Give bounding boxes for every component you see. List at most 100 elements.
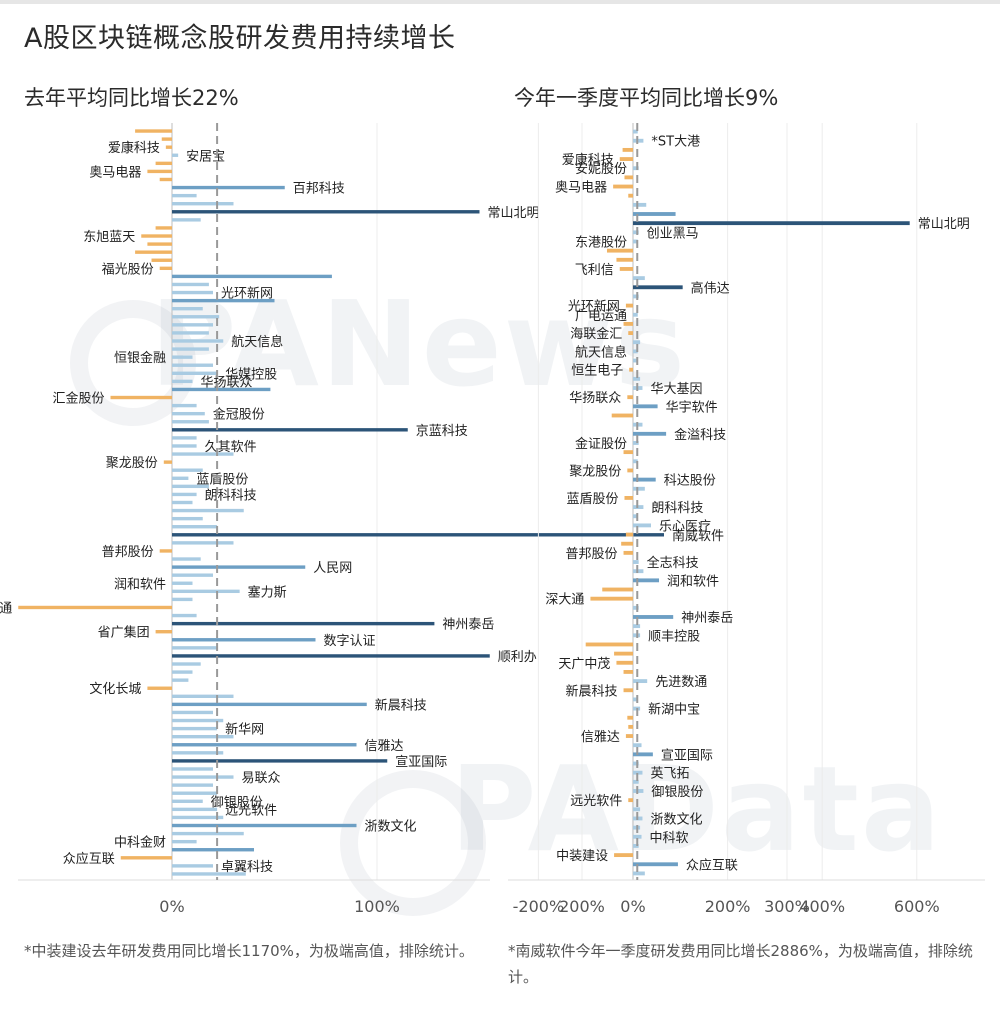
left-bar-67: [172, 670, 193, 674]
left-bar-69: [147, 686, 172, 690]
left-bar-55: [172, 573, 213, 577]
left-bar-86: [172, 823, 357, 828]
left-bar-71: [172, 702, 367, 707]
right-bar-24: [633, 349, 638, 354]
right-bar-label-24: 航天信息: [575, 344, 627, 360]
left-chart-footnote: *中装建设去年研发费用同比增长1170%，为极端高值，排除统计。: [24, 942, 474, 960]
right-bar-label-77: 中科软: [650, 831, 689, 846]
right-bar-37: [627, 468, 633, 473]
left-bar-82: [172, 791, 218, 795]
right-bar-38: [633, 477, 656, 482]
left-bar-84: [172, 807, 218, 812]
right-bar-label-15: 飞利信: [575, 263, 614, 278]
left-bar-label-56: 润和软件: [114, 577, 166, 592]
right-bar-label-37: 聚龙股份: [569, 464, 621, 479]
right-bar-7: [628, 193, 633, 198]
right-bar-12: [633, 239, 638, 244]
right-bar-label-61: 新晨科技: [566, 683, 618, 699]
left-bar-34: [172, 403, 197, 408]
left-bar-65: [172, 654, 490, 658]
left-bar-50: [172, 533, 664, 537]
left-bar-3: [172, 153, 179, 157]
left-bar-49: [172, 525, 218, 529]
right-bar-label-75: 浙数文化: [650, 812, 702, 827]
right-bar-4: [633, 166, 639, 171]
left-bar-label-41: 聚龙股份: [106, 456, 158, 471]
left-bar-48: [172, 516, 203, 521]
right-bar-14: [616, 257, 633, 262]
left-bar-62: [155, 630, 172, 634]
right-bar-29: [627, 395, 633, 400]
right-bar-label-4: 安妮股份: [575, 162, 627, 177]
left-bar-label-54: 人民网: [313, 561, 352, 576]
right-bar-label-1: *ST大港: [651, 135, 700, 150]
right-bar-51: [590, 596, 633, 601]
left-bar-81: [172, 783, 213, 787]
right-bar-label-20: 广电运通: [575, 309, 627, 324]
left-bar-28: [172, 355, 193, 359]
right-bar-50: [602, 587, 633, 592]
left-bar-label-69: 文化长城: [89, 682, 141, 697]
left-bar-label-78: 宣亚国际: [395, 754, 447, 770]
right-bar-label-55: 顺丰控股: [648, 629, 700, 644]
left-bar-78: [172, 759, 388, 763]
right-bar-21: [623, 321, 633, 326]
right-bar-33: [633, 431, 667, 436]
right-bar-label-33: 金溢科技: [674, 427, 726, 443]
left-bar-12: [155, 226, 172, 230]
right-bar-78: [633, 844, 639, 848]
right-bar-label-30: 华宇软件: [666, 400, 718, 415]
right-bar-13: [606, 248, 633, 253]
left-bar-46: [172, 500, 193, 505]
left-bar-13: [141, 234, 172, 238]
right-bar-80: [633, 862, 678, 867]
left-bar-label-5: 奥马电器: [89, 165, 141, 180]
left-bar-79: [172, 767, 213, 771]
left-bar-label-90: 众应互联: [63, 851, 115, 867]
left-bar-27: [172, 347, 209, 351]
left-bar-label-10: 常山北明: [488, 206, 540, 221]
right-bar-label-60: 先进数通: [655, 675, 707, 690]
right-bar-9: [633, 212, 676, 216]
right-bar-label-49: 润和软件: [667, 574, 719, 589]
left-bar-88: [172, 839, 197, 844]
right-bar-39: [633, 486, 645, 491]
left-bar-53: [172, 557, 201, 561]
left-bar-17: [159, 266, 172, 271]
left-xtick-label-3: 200%: [559, 897, 605, 916]
left-bar-label-37: 京蓝科技: [416, 424, 468, 439]
left-chart-subtitle: 去年平均同比增长22%: [24, 86, 239, 110]
right-bar-60: [633, 679, 648, 684]
left-bar-40: [172, 452, 234, 456]
right-bar-22: [628, 331, 633, 335]
left-xtick-label-4: 300%: [764, 897, 810, 916]
left-bar-label-30: 华媒控股: [225, 367, 277, 382]
left-bar-label-45: 朗科科技: [205, 488, 257, 503]
right-bar-label-10: 常山北明: [918, 217, 970, 232]
right-bar-49: [633, 578, 660, 583]
right-bar-label-28: 华大基因: [650, 382, 702, 397]
right-bar-label-29: 华扬联众: [569, 391, 621, 406]
left-bar-26: [172, 339, 224, 343]
right-bar-67: [633, 743, 642, 748]
right-bar-79: [614, 853, 633, 858]
left-bar-58: [172, 597, 193, 602]
right-bar-70: [633, 770, 643, 775]
left-bar-89: [172, 848, 254, 852]
left-bar-56: [172, 581, 193, 585]
left-bar-74: [172, 726, 218, 731]
right-bar-label-26: 恒生电子: [571, 364, 623, 379]
right-bar-label-68: 宣亚国际: [661, 747, 713, 763]
left-bar-31: [172, 379, 193, 384]
right-bar-26: [629, 367, 633, 372]
left-bar-8: [172, 193, 197, 198]
right-bar-5: [624, 175, 633, 180]
right-bar-57: [614, 651, 633, 656]
right-bar-label-73: 远光软件: [570, 794, 622, 809]
right-bar-label-11: 创业黑马: [647, 226, 699, 241]
left-bar-label-88: 中科金财: [114, 835, 166, 851]
left-bar-6: [159, 177, 172, 182]
left-bar-20: [172, 290, 213, 295]
right-bar-label-70: 英飞拓: [650, 767, 689, 782]
